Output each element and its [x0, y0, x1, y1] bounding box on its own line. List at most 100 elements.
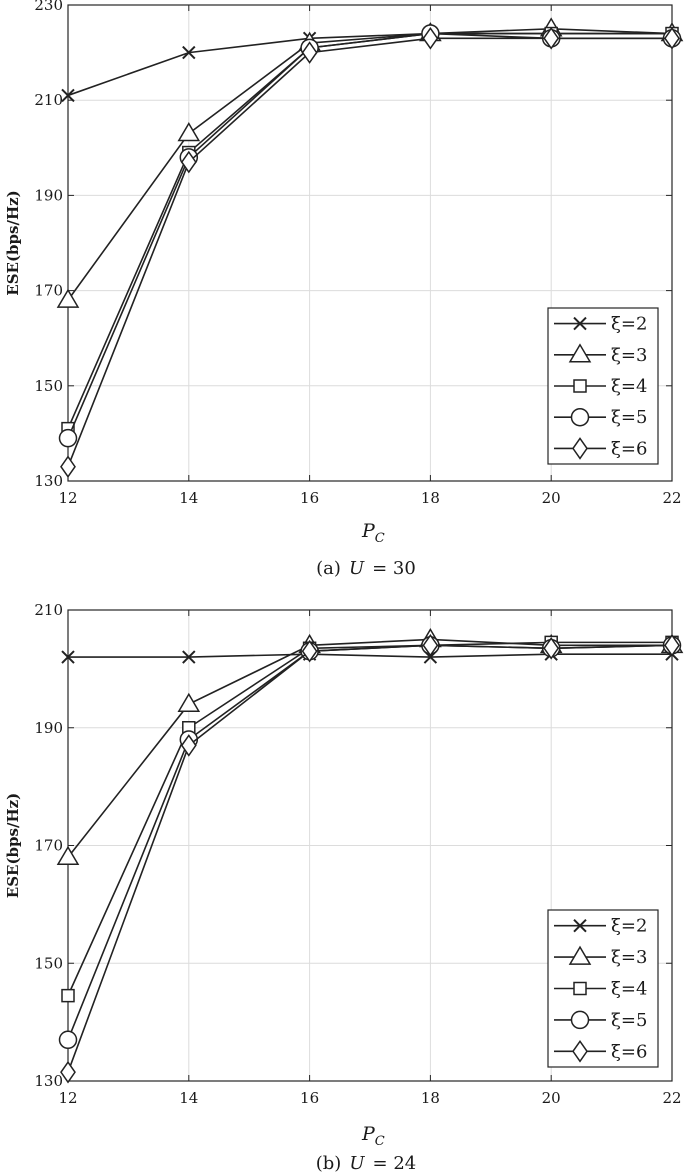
legend-item: ξ=4 [554, 376, 647, 397]
series-line [67, 32, 672, 97]
x-axis-label: PC [361, 520, 385, 546]
series-line [67, 638, 672, 858]
x-axis-label-main: P [361, 520, 376, 542]
legend-item: ξ=2 [554, 916, 647, 937]
legend-item: ξ=2 [554, 314, 647, 335]
y-axis-label: ESE(bps/Hz) [4, 793, 22, 898]
caption-variable: U [349, 558, 365, 579]
x-tick-label: 16 [300, 489, 319, 507]
legend-marker [570, 1010, 590, 1030]
legend-label: ξ=6 [611, 438, 647, 459]
data-point [180, 734, 197, 757]
x-tick-label: 18 [421, 489, 440, 507]
caption-value: = 24 [373, 1153, 417, 1173]
y-tick-label: 190 [34, 719, 63, 737]
legend-marker [573, 981, 587, 996]
data-point [180, 150, 197, 174]
data-point [664, 27, 680, 50]
caption-prefix: (b) [316, 1153, 342, 1173]
data-point [56, 288, 80, 308]
data-point [61, 650, 75, 664]
legend-item: ξ=5 [554, 407, 647, 428]
series-line [67, 641, 672, 996]
legend-label: ξ=4 [611, 376, 647, 397]
series-1 [56, 627, 684, 866]
series-1 [56, 17, 684, 308]
legend-label: ξ=3 [611, 345, 647, 366]
y-tick-label: 150 [34, 377, 63, 395]
legend-item: ξ=6 [554, 437, 647, 460]
data-point [177, 122, 201, 142]
x-tick-label: 14 [179, 489, 198, 507]
x-tick-label: 22 [662, 1089, 681, 1107]
y-tick-label: 170 [34, 837, 63, 855]
plot-area [67, 4, 673, 482]
legend-marker [573, 379, 587, 393]
data-point [56, 845, 80, 866]
series-line [68, 653, 672, 658]
legend-marker [573, 316, 587, 331]
data-point [58, 1030, 78, 1050]
legend-label: ξ=5 [611, 1010, 647, 1031]
y-tick-label: 150 [34, 954, 63, 972]
data-point [182, 650, 196, 664]
legend: ξ=2 ξ=3 ξ=4 ξ=5 ξ=6 [547, 909, 659, 1068]
series-line [67, 644, 673, 1073]
series-0 [61, 647, 679, 664]
legend-label: ξ=5 [611, 407, 647, 428]
data-point [58, 428, 78, 448]
data-point [543, 27, 560, 50]
data-point [422, 634, 439, 657]
y-tick-label: 230 [34, 0, 63, 14]
legend-label: ξ=3 [611, 947, 647, 968]
data-point [182, 45, 196, 60]
panel-caption: (a) U = 30 [316, 558, 416, 579]
series-4 [60, 27, 680, 479]
legend-item: ξ=6 [554, 1039, 647, 1063]
y-tick-label: 130 [34, 1072, 63, 1090]
data-point [301, 41, 318, 64]
y-axis-label: ESE(bps/Hz) [4, 190, 22, 295]
data-point [543, 636, 560, 660]
series-line [67, 37, 672, 468]
x-tick-label: 20 [542, 489, 561, 507]
x-axis-label: PC [361, 1123, 385, 1149]
x-axis-label-subscript: C [375, 531, 385, 546]
x-tick-label: 16 [300, 1089, 319, 1107]
y-tick-label: 190 [34, 186, 63, 204]
caption-value: = 30 [372, 558, 416, 579]
legend-marker [572, 437, 588, 460]
x-axis-label-main: P [361, 1123, 376, 1145]
legend-marker [568, 945, 592, 965]
legend-label: ξ=2 [611, 314, 647, 335]
data-point [60, 1060, 76, 1084]
legend-label: ξ=4 [611, 979, 647, 1000]
legend-label: ξ=6 [611, 1041, 647, 1062]
legend-item: ξ=3 [554, 343, 647, 366]
legend-item: ξ=3 [554, 945, 647, 968]
caption-variable: U [349, 1153, 365, 1173]
chart-panel-b: 12 14 16 18 20 22 130 150 170 190 210 ESE(bps/Hz) PC… [4, 601, 684, 1173]
chart-panel-a: 12 14 16 18 20 22 130 150 170 190 210 230 ESE(bps/Hz… [4, 0, 684, 579]
x-axis-label-subscript: C [375, 1134, 385, 1149]
x-tick-label: 18 [421, 1089, 440, 1107]
series-line [67, 27, 673, 301]
x-tick-label: 20 [542, 1089, 561, 1107]
y-tick-label: 170 [34, 282, 63, 300]
data-point [422, 27, 439, 50]
legend-label: ξ=2 [611, 916, 647, 937]
x-tick-label: 12 [58, 1089, 77, 1107]
data-point [301, 639, 318, 663]
y-tick-label: 210 [34, 91, 63, 109]
y-tick-label: 210 [34, 601, 63, 619]
data-point [177, 692, 201, 712]
legend-marker [570, 407, 590, 427]
legend: ξ=2 ξ=3 ξ=4 ξ=5 ξ=6 [547, 307, 659, 465]
data-point [61, 88, 75, 103]
legend-marker [568, 343, 592, 363]
series-4 [60, 634, 680, 1084]
panel-caption: (b) U = 24 [316, 1153, 416, 1173]
data-point [61, 988, 75, 1003]
legend-marker [572, 1039, 588, 1063]
